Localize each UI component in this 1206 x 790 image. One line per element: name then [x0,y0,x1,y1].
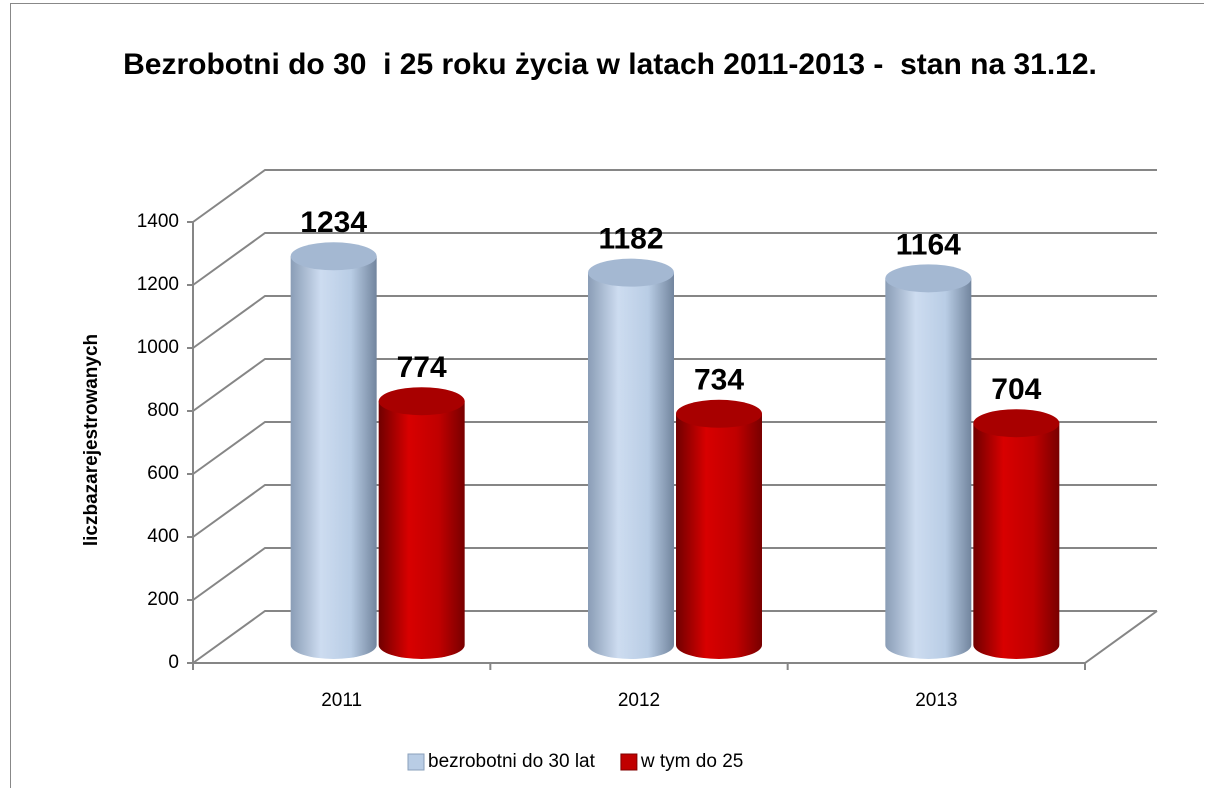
cylinder-body [290,256,377,659]
grid-line [192,547,1157,601]
x-tick-label: 2013 [915,690,957,711]
cylinder-top [885,264,972,293]
cylinder-body [588,272,674,659]
value-label: 1234 [300,206,367,239]
legend-label: w tym do 25 [640,751,743,772]
y-axis-label: liczbazarejestrowanych [81,334,102,546]
cylinder-top [588,258,674,287]
cylinder-top [973,409,1060,438]
cylinder-body [885,278,972,659]
cylinder-top [290,242,377,271]
grid-line [192,232,1157,286]
y-tick-label: 200 [147,589,179,610]
cylinder-body [676,413,762,659]
grid-line [192,421,1157,475]
value-label: 704 [991,373,1041,406]
grid-line [192,169,1157,223]
value-label: 1182 [598,223,663,256]
y-tick-label: 800 [147,400,179,421]
legend-swatch [620,753,638,771]
cylinder-top [676,399,762,428]
legend-swatch [407,753,425,771]
y-tick-label: 1400 [137,211,179,232]
x-tick-label: 2012 [618,690,660,711]
grid-line [192,484,1157,538]
chart-frame [10,3,1204,788]
value-label: 734 [694,364,744,397]
legend-label: bezrobotni do 30 lat [428,751,596,772]
chart-title: Bezrobotni do 30 i 25 roku życia w latac… [123,48,1097,81]
y-tick-label: 1200 [137,274,179,295]
cylinder-body [973,423,1060,659]
x-tick-label: 2011 [321,690,362,711]
grid-line [192,610,1157,664]
y-tick-label: 600 [147,463,179,484]
y-tick-label: 400 [147,526,179,547]
cylinder-body [378,401,465,659]
value-label: 1164 [896,228,961,261]
grid-line [192,295,1157,349]
y-tick-label: 0 [168,652,179,673]
value-label: 774 [397,351,447,384]
grid-line [192,358,1157,412]
cylinder-top [378,387,465,416]
y-tick-label: 1000 [137,337,179,358]
